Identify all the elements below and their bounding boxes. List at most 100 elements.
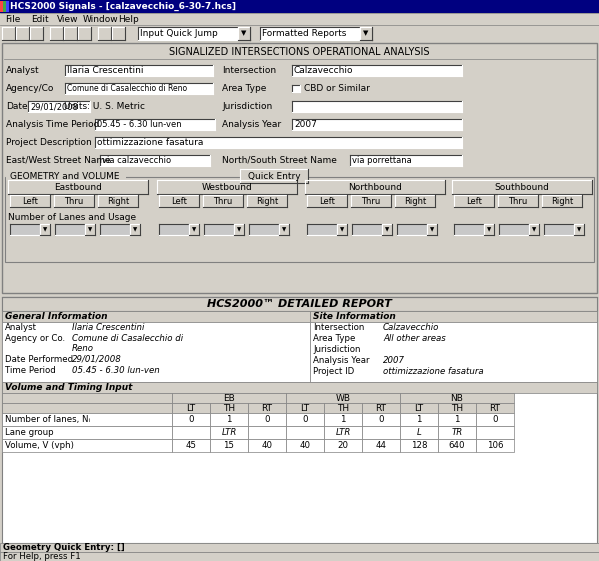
Bar <box>307 224 337 235</box>
Text: ▼: ▼ <box>385 227 389 232</box>
Bar <box>400 426 438 439</box>
Bar <box>2 382 597 393</box>
Text: 0: 0 <box>378 415 384 424</box>
Bar <box>292 119 462 130</box>
Bar <box>0 1 3 12</box>
Text: ▼: ▼ <box>237 227 241 232</box>
Text: Window: Window <box>83 15 119 24</box>
Text: 2007: 2007 <box>294 120 317 129</box>
Text: 0: 0 <box>302 415 308 424</box>
Bar <box>362 439 400 452</box>
Text: 40: 40 <box>300 441 310 450</box>
Bar <box>574 224 584 235</box>
Text: RT: RT <box>376 403 386 412</box>
Text: ▼: ▼ <box>88 227 92 232</box>
Text: SIGNALIZED INTERSECTIONS OPERATIONAL ANALYSIS: SIGNALIZED INTERSECTIONS OPERATIONAL ANA… <box>170 47 429 57</box>
Text: ▼: ▼ <box>192 227 196 232</box>
Bar <box>203 195 243 207</box>
Text: All other areas: All other areas <box>383 333 446 343</box>
Text: ▼: ▼ <box>241 30 247 36</box>
Bar <box>324 439 362 452</box>
Bar <box>204 224 234 235</box>
Bar <box>498 195 538 207</box>
Bar <box>0 13 599 25</box>
Text: 1: 1 <box>226 415 232 424</box>
Bar <box>2 393 172 403</box>
Text: 45: 45 <box>186 441 196 450</box>
Text: ottimizzazione fasatura: ottimizzazione fasatura <box>97 138 204 147</box>
Bar <box>240 169 308 183</box>
Bar <box>0 543 599 552</box>
Text: 1: 1 <box>416 415 422 424</box>
Text: Number of lanes, Nᵢ: Number of lanes, Nᵢ <box>5 415 90 424</box>
Bar <box>350 155 462 166</box>
Bar <box>400 439 438 452</box>
Bar <box>172 403 210 413</box>
Text: Analysis Time Period: Analysis Time Period <box>6 119 99 128</box>
Bar <box>292 101 462 112</box>
Bar <box>2 322 310 382</box>
Bar <box>100 224 130 235</box>
Bar <box>351 195 391 207</box>
Text: via calzavecchio: via calzavecchio <box>102 156 171 165</box>
Text: Left: Left <box>466 196 482 205</box>
Text: Right: Right <box>551 196 573 205</box>
Bar <box>324 426 362 439</box>
Text: For Help, press F1: For Help, press F1 <box>3 552 81 561</box>
Bar <box>130 224 140 235</box>
Bar <box>438 426 476 439</box>
Text: ▼: ▼ <box>282 227 286 232</box>
Bar <box>484 224 494 235</box>
Text: East/West Street Name: East/West Street Name <box>6 155 111 164</box>
Bar <box>360 27 372 40</box>
Bar <box>324 413 362 426</box>
Text: Quick Entry: Quick Entry <box>248 172 300 181</box>
Bar <box>249 224 279 235</box>
Text: Comune di Casalecchio di: Comune di Casalecchio di <box>72 333 183 343</box>
Bar <box>476 413 514 426</box>
Text: Lane group: Lane group <box>5 428 54 437</box>
Bar <box>352 224 382 235</box>
Text: Date: Date <box>6 102 28 111</box>
Bar <box>499 224 529 235</box>
Bar <box>310 322 597 382</box>
Bar <box>85 224 95 235</box>
Text: Right: Right <box>256 196 278 205</box>
Bar <box>65 83 213 94</box>
Bar <box>172 393 286 403</box>
Bar <box>95 119 215 130</box>
Bar <box>362 426 400 439</box>
Bar <box>210 439 248 452</box>
Text: Geometry Quick Entry: []: Geometry Quick Entry: [] <box>3 543 125 552</box>
Text: Area Type: Area Type <box>313 333 355 343</box>
Text: Project ID: Project ID <box>313 366 354 375</box>
Text: RT: RT <box>489 403 501 412</box>
Text: General Information: General Information <box>5 312 107 321</box>
Bar <box>2 403 172 413</box>
Text: Left: Left <box>171 196 187 205</box>
Bar <box>452 180 592 194</box>
Text: Calzavecchio: Calzavecchio <box>294 66 353 75</box>
Text: Time Period: Time Period <box>5 366 56 375</box>
Bar <box>476 426 514 439</box>
Bar <box>3 1 6 12</box>
Text: ▼: ▼ <box>364 30 369 36</box>
Text: Intersection: Intersection <box>313 323 364 332</box>
Bar <box>362 413 400 426</box>
Bar <box>2 311 310 322</box>
Text: LTR: LTR <box>221 428 237 437</box>
Text: Volume, V (vph): Volume, V (vph) <box>5 441 74 450</box>
Text: 05.45 - 6.30 lun-ven: 05.45 - 6.30 lun-ven <box>97 120 181 129</box>
Text: 640: 640 <box>449 441 465 450</box>
Text: 20: 20 <box>337 441 349 450</box>
Text: 05.45 - 6.30 lun-ven: 05.45 - 6.30 lun-ven <box>72 366 160 375</box>
Text: Project Description: Project Description <box>6 137 92 146</box>
Text: Left: Left <box>22 196 38 205</box>
Text: 29/01/2008: 29/01/2008 <box>30 102 78 111</box>
Text: Analysis Year: Analysis Year <box>222 119 281 128</box>
Text: Ilaria Crescentini: Ilaria Crescentini <box>72 323 144 332</box>
Text: Calzavecchio: Calzavecchio <box>383 323 440 332</box>
Bar <box>2 439 172 452</box>
Bar <box>10 224 40 235</box>
Bar <box>286 439 324 452</box>
